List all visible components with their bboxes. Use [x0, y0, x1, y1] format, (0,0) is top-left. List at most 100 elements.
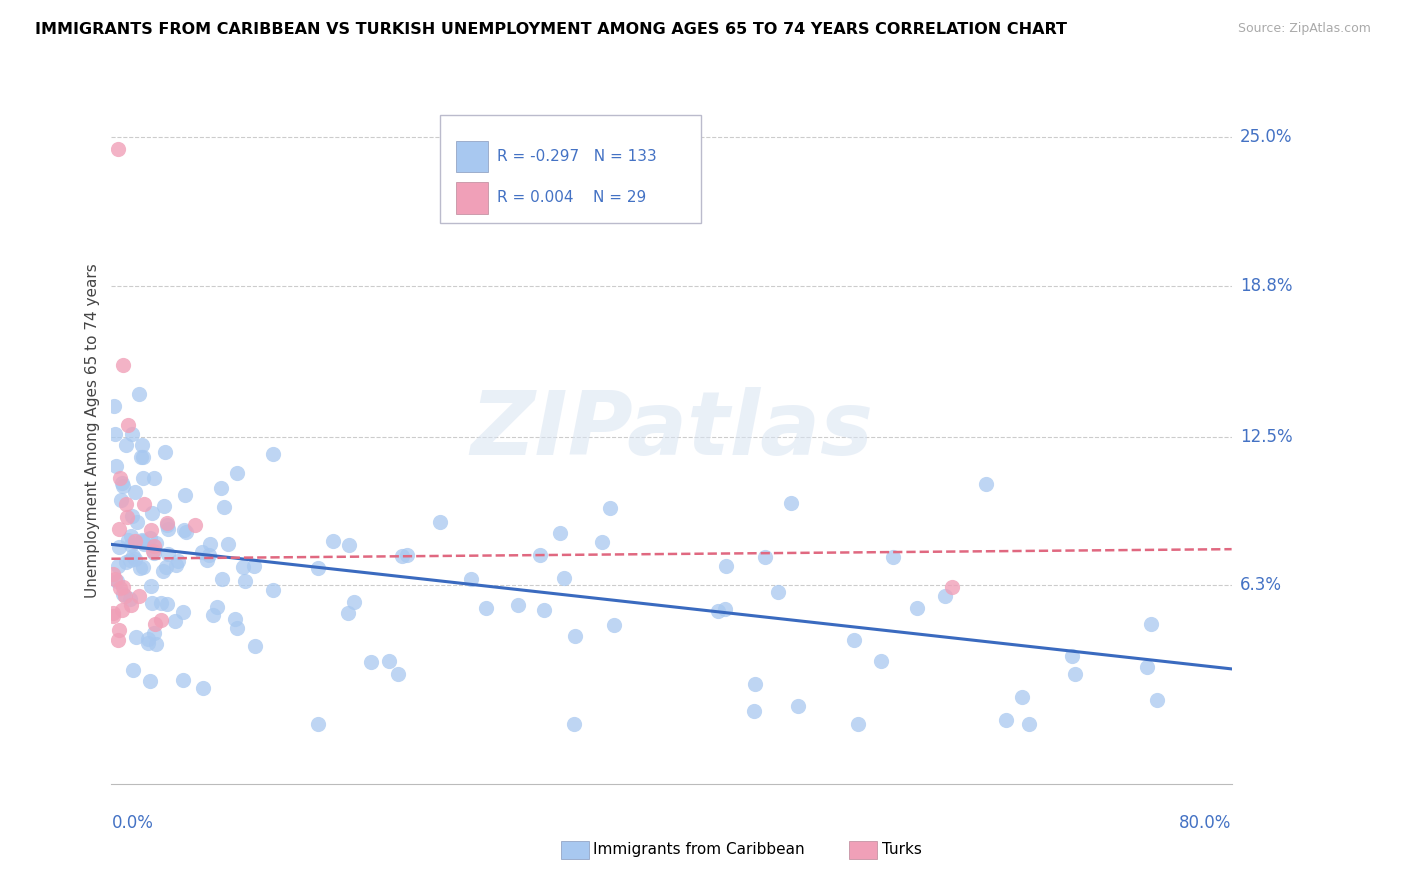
Point [105, 574, 128, 588]
Point [118, 553, 141, 567]
Text: Immigrants from Caribbean: Immigrants from Caribbean [593, 842, 806, 856]
Point [149, 596, 172, 610]
Point [136, 636, 159, 650]
Point [1136, 660, 1159, 674]
Point [429, 515, 451, 529]
Point [139, 673, 162, 688]
Point [111, 586, 134, 600]
Point [117, 417, 139, 432]
Point [211, 572, 233, 586]
Point [191, 545, 214, 559]
Point [1146, 693, 1168, 707]
Point [742, 704, 765, 718]
Point [124, 630, 146, 644]
Point [138, 531, 160, 545]
Point [934, 590, 956, 604]
Point [172, 605, 194, 619]
Point [124, 552, 146, 566]
Point [142, 470, 165, 484]
Point [128, 590, 150, 604]
Point [846, 717, 869, 731]
Point [108, 581, 131, 595]
Point [195, 553, 218, 567]
Point [145, 536, 167, 550]
Point [124, 484, 146, 499]
Point [766, 585, 789, 599]
Point [105, 458, 128, 473]
Point [143, 546, 166, 560]
Point [141, 596, 163, 610]
Point [226, 466, 249, 480]
Point [121, 549, 143, 563]
Point [145, 616, 167, 631]
Point [101, 609, 124, 624]
Point [173, 523, 195, 537]
Point [217, 537, 239, 551]
Point [225, 620, 247, 634]
Point [153, 499, 176, 513]
Point [172, 673, 194, 688]
Point [529, 548, 551, 562]
Point [111, 475, 134, 490]
Point [713, 602, 735, 616]
Point [307, 717, 329, 731]
Point [1011, 690, 1033, 704]
Point [1062, 649, 1084, 664]
Point [603, 618, 626, 632]
Point [124, 533, 146, 548]
Point [533, 603, 555, 617]
Point [378, 654, 401, 668]
Point [101, 606, 124, 620]
Point [780, 496, 803, 510]
Point [870, 654, 893, 668]
Point [307, 561, 329, 575]
Point [156, 516, 179, 530]
Text: R = 0.004    N = 29: R = 0.004 N = 29 [496, 191, 645, 205]
Point [131, 533, 153, 547]
Point [156, 597, 179, 611]
Point [591, 534, 613, 549]
Point [104, 572, 127, 586]
Point [138, 632, 160, 647]
Point [974, 477, 997, 491]
Point [120, 598, 142, 612]
Point [262, 583, 284, 598]
Text: 0.0%: 0.0% [111, 814, 153, 832]
Point [139, 523, 162, 537]
Point [132, 537, 155, 551]
Point [1140, 616, 1163, 631]
Point [107, 540, 129, 554]
Point [131, 533, 153, 548]
Point [360, 655, 382, 669]
Point [132, 471, 155, 485]
Point [191, 681, 214, 695]
Point [201, 607, 224, 622]
Point [941, 580, 963, 594]
Point [173, 488, 195, 502]
Point [714, 559, 737, 574]
Point [115, 497, 138, 511]
Point [132, 534, 155, 549]
Point [153, 445, 176, 459]
Point [322, 533, 344, 548]
Point [460, 572, 482, 586]
Point [232, 560, 254, 574]
Point [506, 598, 529, 612]
Point [107, 558, 129, 573]
Point [209, 481, 232, 495]
Point [167, 554, 190, 568]
Point [150, 613, 173, 627]
Point [111, 479, 134, 493]
Point [337, 538, 360, 552]
Point [111, 358, 134, 372]
Point [110, 493, 132, 508]
Point [145, 637, 167, 651]
Point [120, 592, 142, 607]
Point [343, 595, 366, 609]
Point [107, 633, 129, 648]
Point [184, 518, 207, 533]
Text: 80.0%: 80.0% [1180, 814, 1232, 832]
Point [142, 540, 165, 554]
Point [553, 571, 575, 585]
Point [754, 550, 776, 565]
